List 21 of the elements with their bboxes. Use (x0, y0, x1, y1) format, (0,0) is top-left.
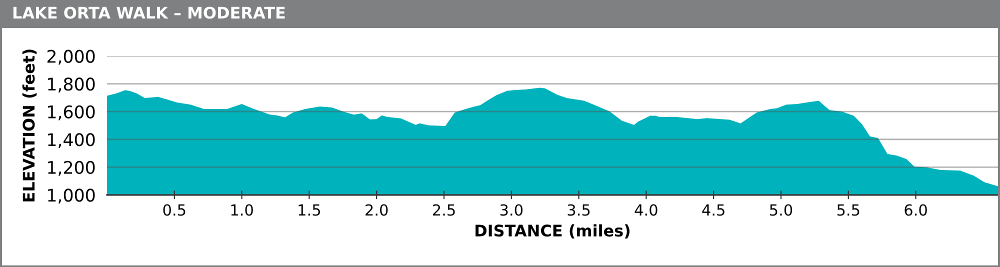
x-tick-label: 1.0 (231, 204, 253, 216)
y-axis-title: ELEVATION (feet) (22, 50, 37, 202)
x-axis-title: DISTANCE (miles) (476, 224, 630, 239)
x-tick-label: 3.0 (500, 204, 523, 216)
y-tick-label: 2,000 (47, 50, 95, 65)
x-tick-label: 5.5 (837, 204, 860, 216)
y-tick-label: 1,000 (48, 188, 95, 204)
x-tick-label: 4.0 (634, 204, 658, 216)
x-tick-label: 6.0 (904, 204, 927, 216)
x-tick-label: 1.5 (298, 204, 320, 216)
chart-title: LAKE ORTA WALK – MODERATE (13, 6, 285, 19)
x-tick-label: 3.5 (568, 204, 590, 216)
y-tick-label: 1,800 (48, 78, 95, 92)
y-tick-label: 1,400 (48, 133, 95, 148)
x-tick-label: 2.5 (432, 204, 455, 216)
x-tick-label: 5.0 (770, 204, 792, 216)
x-tick-label: 2.0 (366, 204, 388, 216)
y-tick-label: 1,200 (48, 160, 95, 176)
y-tick-label: 1,600 (48, 105, 95, 120)
x-tick-label: 0.5 (163, 204, 186, 216)
x-tick-label: 4.5 (702, 204, 724, 216)
